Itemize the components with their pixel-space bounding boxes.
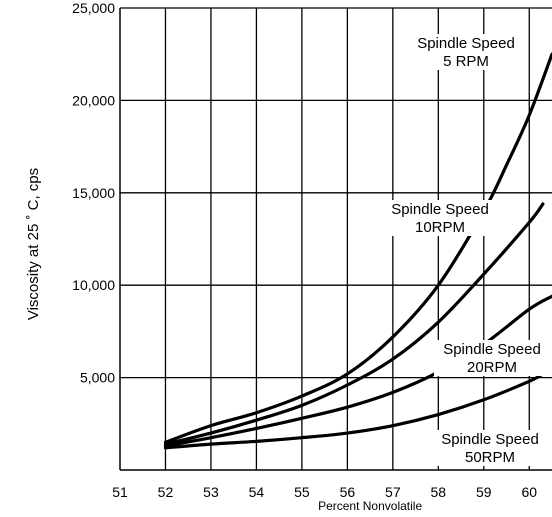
series-line-rpm5 <box>163 52 552 444</box>
y-tick-labels: 5,000 10,000 15,000 20,000 25,000 <box>72 0 115 386</box>
x-tick-label: 57 <box>385 484 401 500</box>
series-label-rpm50: Spindle Speed <box>441 431 539 448</box>
x-tick-label: 53 <box>203 484 219 500</box>
y-tick-label: 5,000 <box>80 370 115 386</box>
annotation-bg-rpm5 <box>408 34 524 70</box>
x-tick-label: 55 <box>294 484 310 500</box>
series-line-rpm50 <box>163 372 545 450</box>
y-tick-label: 25,000 <box>72 0 115 16</box>
series-label-rpm10: Spindle Speed <box>391 201 489 218</box>
series-line-rpm20 <box>163 294 552 448</box>
x-tick-label: 51 <box>112 484 128 500</box>
x-tick-label: 59 <box>476 484 492 500</box>
y-tick-label: 15,000 <box>72 185 115 201</box>
x-tick-labels: 51 52 53 54 55 56 57 58 59 60 <box>112 484 537 500</box>
x-tick-label: 56 <box>340 484 356 500</box>
y-axis-title: Viscosity at 25 ˚ C, cps <box>25 168 42 320</box>
series-speed-rpm5: 5 RPM <box>443 53 489 70</box>
grid-lines <box>119 7 552 471</box>
x-tick-label: 58 <box>431 484 447 500</box>
series-speed-rpm10: 10RPM <box>415 219 465 236</box>
series-speed-rpm20: 20RPM <box>467 359 517 376</box>
annotation-bg-rpm10 <box>382 200 498 236</box>
x-axis-title: Percent Nonvolatile <box>318 499 422 513</box>
y-tick-label: 20,000 <box>72 92 115 108</box>
series-label-rpm5: Spindle Speed <box>417 35 515 52</box>
series-curves <box>163 52 552 450</box>
series-speed-rpm50: 50RPM <box>465 449 515 466</box>
x-tick-label: 52 <box>158 484 174 500</box>
series-line-rpm10 <box>163 202 545 446</box>
x-tick-label: 54 <box>249 484 265 500</box>
annotation-bg-rpm50 <box>432 430 548 466</box>
y-tick-label: 10,000 <box>72 277 115 293</box>
x-tick-label: 60 <box>521 484 537 500</box>
annotation-bg-rpm20 <box>434 340 550 376</box>
series-label-rpm20: Spindle Speed <box>443 341 541 358</box>
